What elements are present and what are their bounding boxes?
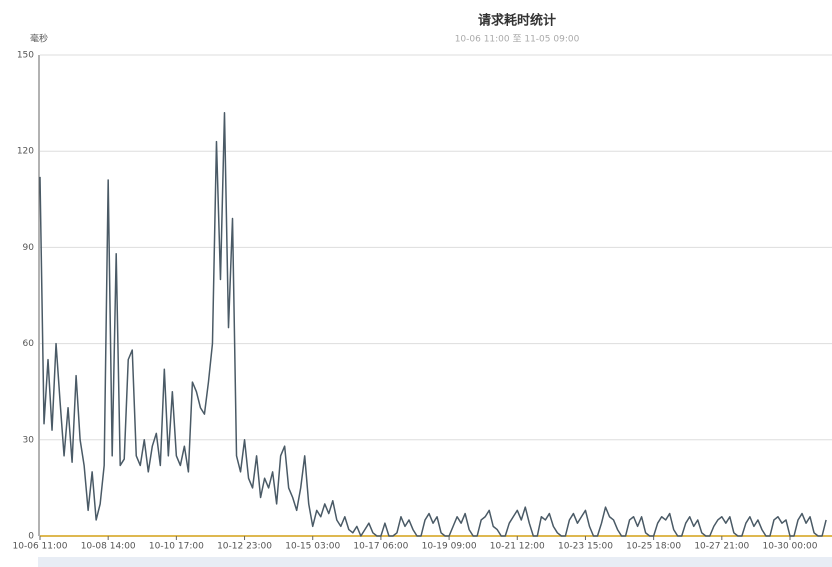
x-tick-label: 10-21 12:00 — [490, 542, 545, 552]
y-tick-label: 120 — [17, 147, 34, 157]
x-tick-label: 10-27 21:00 — [694, 542, 749, 552]
x-tick-label: 10-12 23:00 — [217, 542, 272, 552]
y-tick-label: 0 — [28, 532, 34, 542]
x-tick-label: 10-23 15:00 — [558, 542, 613, 552]
chart-title: 请求耗时统计 — [478, 13, 556, 29]
zoom-bar[interactable] — [38, 557, 832, 567]
y-tick-label: 60 — [23, 339, 35, 349]
x-tick-label: 10-08 14:00 — [81, 542, 136, 552]
y-axis-label: 毫秒 — [30, 33, 48, 45]
x-tick-label: 10-06 11:00 — [13, 542, 68, 552]
chart-subtitle: 10-06 11:00 至 11-05 09:00 — [455, 34, 580, 45]
x-tick-label: 10-10 17:00 — [149, 542, 204, 552]
data-line — [39, 111, 827, 537]
y-tick-label: 30 — [23, 435, 35, 445]
x-tick-label: 10-19 09:00 — [422, 542, 477, 552]
x-tick-label: 10-30 00:00 — [763, 542, 818, 552]
x-tick-label: 10-25 18:00 — [626, 542, 681, 552]
y-tick-label: 90 — [23, 243, 35, 253]
y-tick-label: 150 — [17, 51, 34, 61]
x-tick-label: 10-17 06:00 — [353, 542, 408, 552]
x-tick-label: 10-15 03:00 — [285, 542, 340, 552]
